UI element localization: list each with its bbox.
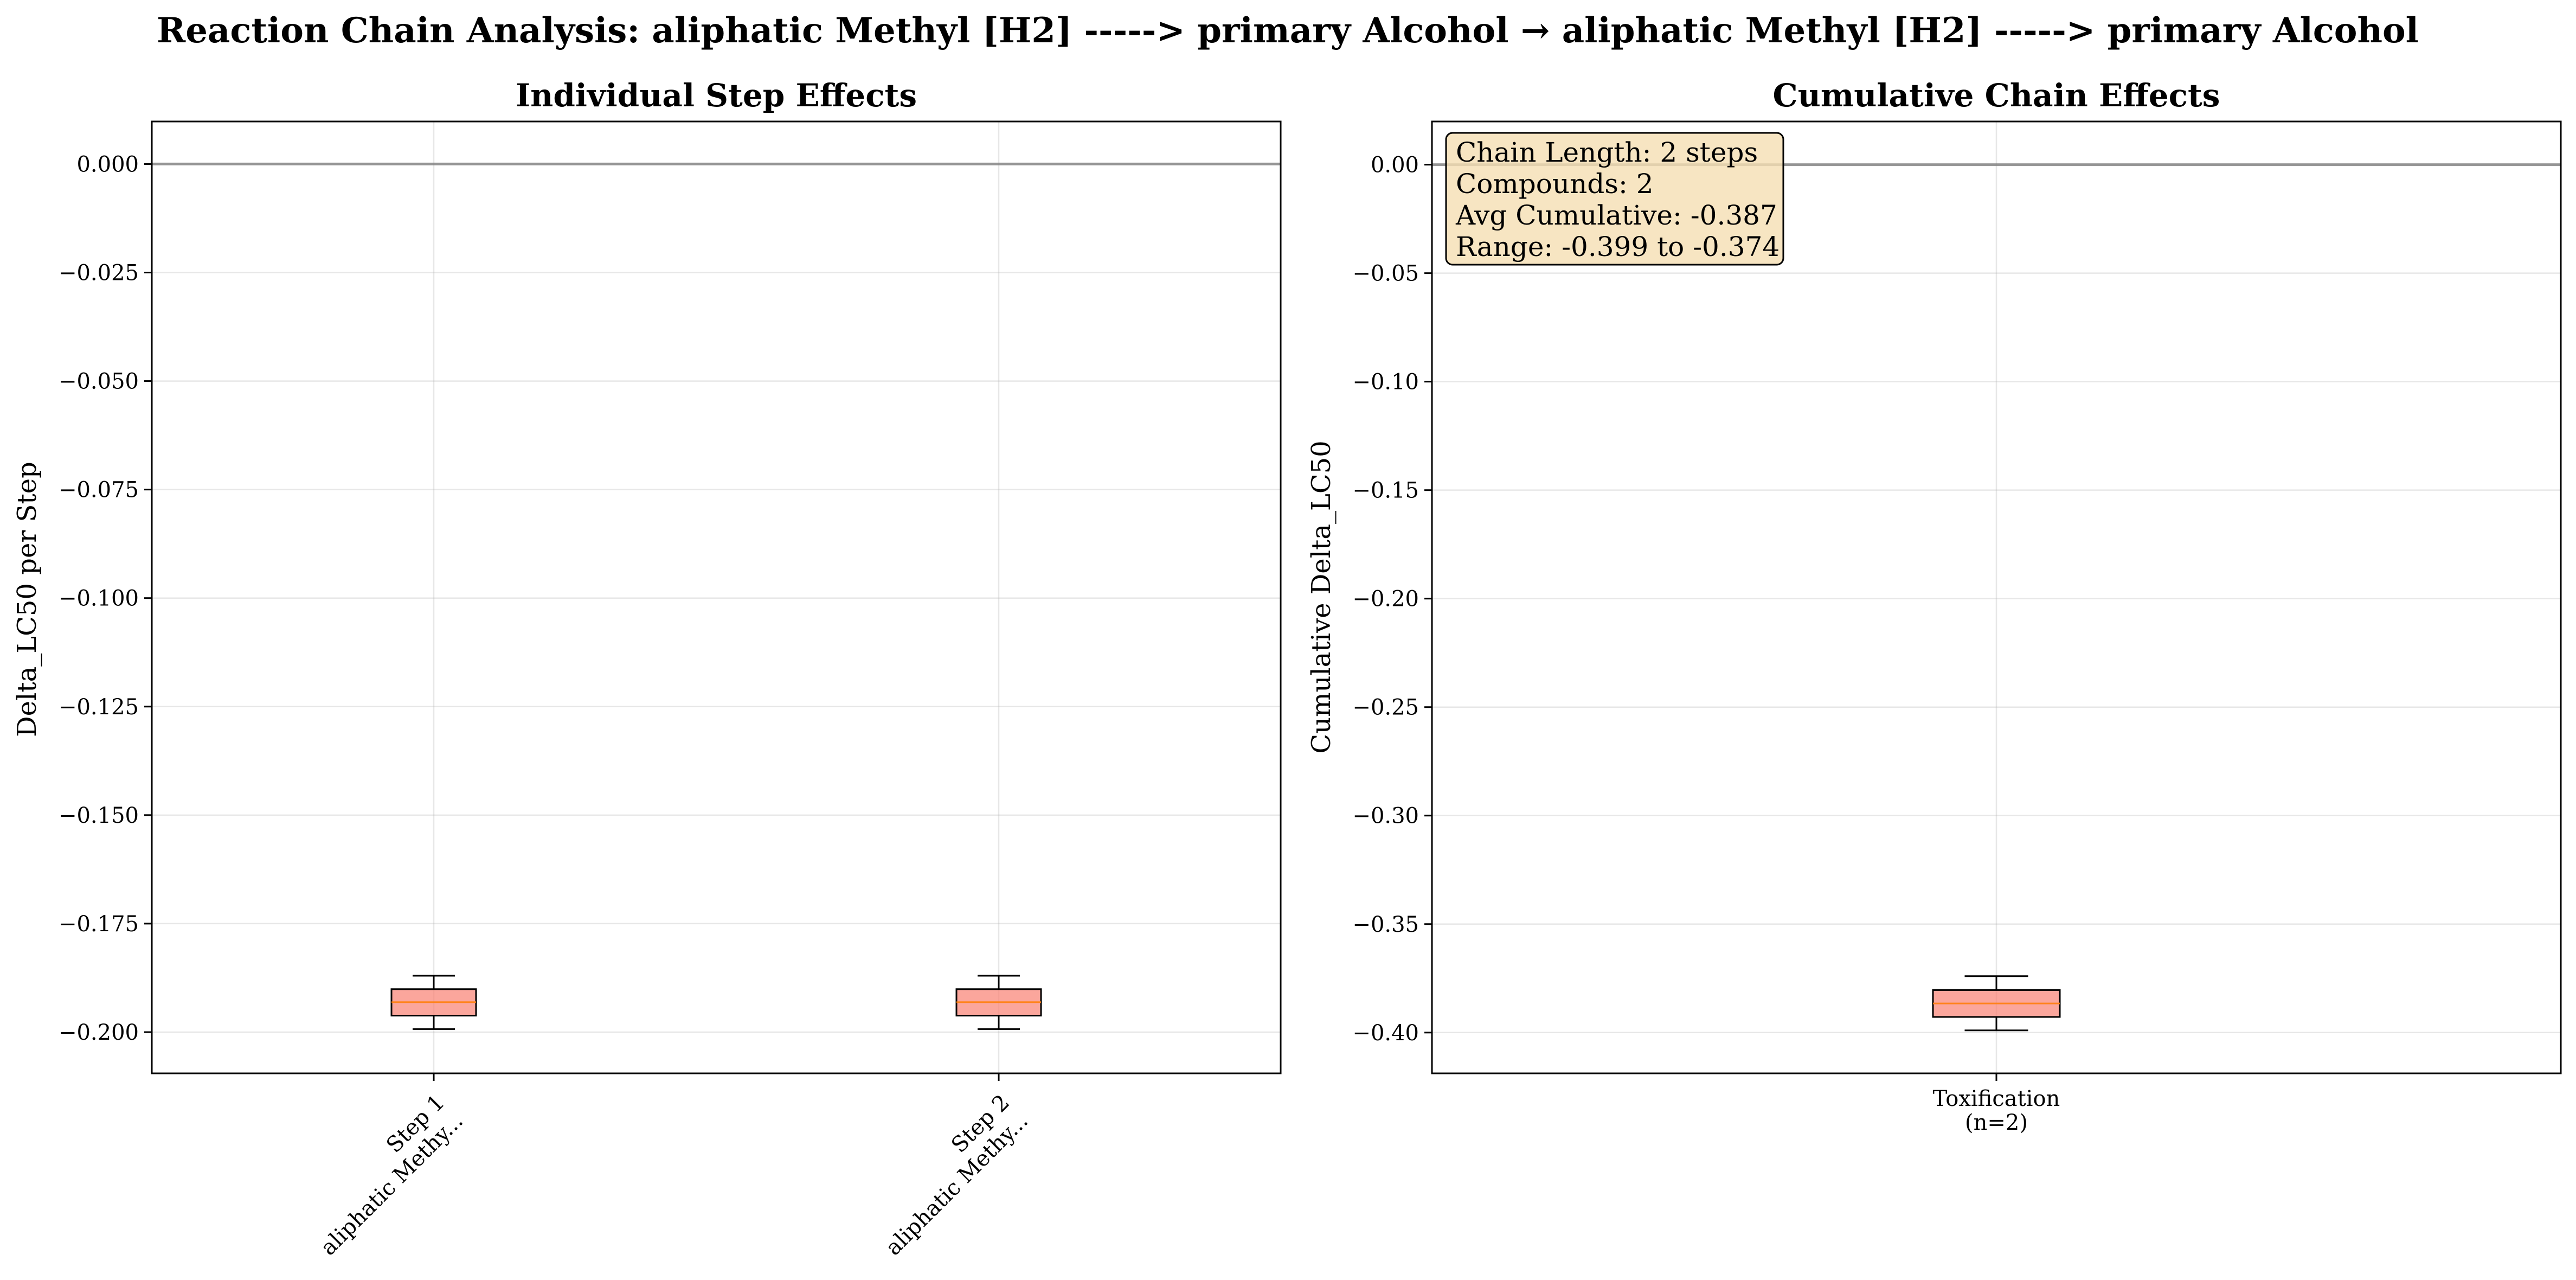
cumulative-effects-ylabel: Cumulative Delta_LC50 — [1306, 440, 1337, 753]
chain-summary-line-2: Compounds: 2 — [1456, 168, 1654, 200]
step-ytick-label-6: −0.150 — [59, 803, 139, 828]
step-ytick-label-5: −0.125 — [59, 695, 139, 720]
step-ytick-label-1: −0.025 — [59, 260, 139, 285]
step-effects-ylabel: Delta_LC50 per Step — [12, 462, 42, 737]
cumulative-ytick-label-4: −0.20 — [1352, 587, 1419, 612]
step-ytick-label-8: −0.200 — [59, 1020, 139, 1045]
cumulative-ytick-label-5: −0.25 — [1352, 695, 1419, 720]
cumulative-ytick-label-2: −0.10 — [1352, 370, 1419, 395]
step-effects-title: Individual Step Effects — [516, 77, 917, 114]
figure-suptitle: Reaction Chain Analysis: aliphatic Methy… — [157, 10, 2419, 51]
step-effects-panel: Individual Step Effects Delta_LC50 per S… — [12, 77, 1282, 1260]
cumulative-ytick-label-3: −0.15 — [1352, 478, 1419, 503]
step-ytick-label-3: −0.075 — [59, 478, 139, 503]
step-ytick-label-7: −0.175 — [59, 912, 139, 937]
step-xtick-label-0: Step 1aliphatic Methy... — [298, 1090, 468, 1260]
cumulative-effects-title: Cumulative Chain Effects — [1773, 77, 2220, 114]
step-ytick-label-4: −0.100 — [59, 586, 139, 611]
chain-summary-line-3: Avg Cumulative: -0.387 — [1455, 200, 1777, 231]
step-ytick-label-0: 0.000 — [76, 152, 139, 177]
step-ytick-label-2: −0.050 — [59, 369, 139, 394]
cumulative-ytick-label-0: 0.00 — [1371, 153, 1419, 178]
step-xtick-label-1: Step 2aliphatic Methy... — [863, 1090, 1033, 1260]
chain-summary-line-4: Range: -0.399 to -0.374 — [1456, 231, 1780, 263]
cumulative-xtick-sublabel-0: (n=2) — [1965, 1110, 2028, 1135]
chain-summary-line-1: Chain Length: 2 steps — [1456, 137, 1758, 168]
cumulative-ytick-label-1: −0.05 — [1352, 261, 1419, 286]
chain-summary-box — [1445, 132, 1784, 266]
cumulative-xtick-label-0: Toxification — [1933, 1086, 2060, 1111]
cumulative-effects-panel: Cumulative Chain Effects Cumulative Delt… — [1306, 77, 2562, 1135]
chain-summary-annotation: Chain Length: 2 steps Compounds: 2 Avg C… — [1445, 132, 1784, 266]
cumulative-ytick-label-7: −0.35 — [1352, 912, 1419, 937]
cumulative-ytick-label-8: −0.40 — [1352, 1021, 1419, 1046]
cumulative-ytick-label-6: −0.30 — [1352, 804, 1419, 829]
